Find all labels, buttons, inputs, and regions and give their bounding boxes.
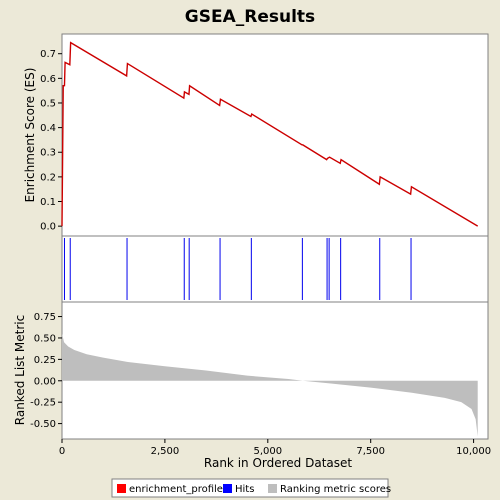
enrichment-profile-polyline	[61, 41, 479, 227]
x-axis-label: Rank in Ordered Dataset	[204, 456, 352, 470]
es-y-tick-label: 0.6	[40, 74, 56, 85]
legend-label-enrichment: enrichment_profile	[129, 484, 223, 495]
hits-panel	[61, 235, 489, 303]
enrichment-profile-line	[61, 41, 479, 227]
metric-y-tick-label: 0.75	[34, 312, 56, 323]
legend-swatch-metric	[268, 484, 277, 493]
x-tick-label: 2,500	[151, 446, 180, 457]
es-y-tick-label: 0.7	[40, 49, 56, 60]
x-tick-label: 5,000	[253, 446, 282, 457]
metric-y-axis: -0.50 -0.25 0.00 0.25 0.50 0.75	[30, 312, 62, 430]
es-y-tick-label: 0.0	[40, 222, 56, 233]
metric-y-tick-label: 0.25	[34, 355, 56, 366]
metric-y-tick-label: 0.00	[34, 376, 56, 387]
legend-swatch-hits	[223, 484, 232, 493]
es-y-tick-label: 0.1	[40, 197, 56, 208]
x-tick-label: 10,000	[456, 446, 491, 457]
es-y-tick-label: 0.5	[40, 98, 56, 109]
es-panel	[61, 33, 489, 237]
chart-title: GSEA_Results	[185, 7, 315, 27]
legend-label-metric: Ranking metric scores	[280, 484, 391, 495]
hit-markers	[63, 238, 412, 300]
x-axis: 0 2,500 5,000 7,500 10,000	[59, 439, 491, 457]
x-tick-label: 0	[59, 446, 65, 457]
es-y-axis-label: Enrichment Score (ES)	[23, 68, 37, 203]
metric-y-tick-label: 0.50	[34, 333, 56, 344]
ranking-metric-area	[62, 333, 478, 437]
legend-box	[111, 478, 389, 498]
metric-y-tick-label: -0.50	[30, 419, 56, 430]
es-y-tick-label: 0.3	[40, 148, 56, 159]
legend: enrichment_profile Hits Ranking metric s…	[111, 478, 391, 498]
es-y-axis: 0.0 0.1 0.2 0.3 0.4 0.5 0.6 0.7	[40, 49, 62, 233]
es-y-tick-label: 0.4	[40, 123, 56, 134]
metric-y-tick-label: -0.25	[30, 398, 56, 409]
es-y-tick-label: 0.2	[40, 172, 56, 183]
ranking-metric-fill	[62, 333, 478, 437]
x-tick-label: 7,500	[356, 446, 385, 457]
metric-y-axis-label: Ranked List Metric	[13, 315, 27, 425]
legend-label-hits: Hits	[235, 484, 254, 495]
legend-swatch-enrichment	[117, 484, 126, 493]
